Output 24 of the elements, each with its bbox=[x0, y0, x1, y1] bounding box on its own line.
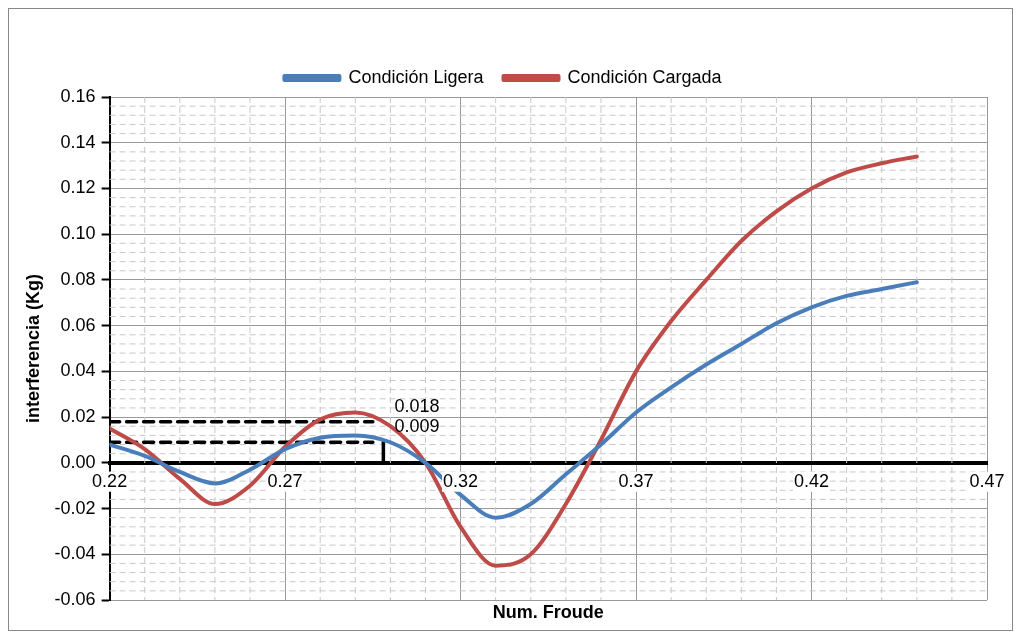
y-tick-label: 0.08 bbox=[60, 268, 96, 289]
y-tick-label: 0.12 bbox=[60, 177, 96, 198]
y-tick-label: 0.00 bbox=[60, 451, 96, 472]
x-axis-title: Num. Froude bbox=[492, 601, 604, 622]
y-tick-label: 0.02 bbox=[60, 406, 96, 427]
y-tick-label: -0.04 bbox=[54, 543, 96, 564]
x-tick-label: 0.37 bbox=[618, 470, 654, 491]
y-tick-label: 0.16 bbox=[60, 85, 96, 106]
annotation: 0.009 bbox=[394, 416, 440, 437]
y-tick-label: -0.02 bbox=[54, 497, 96, 518]
x-tick-label: 0.22 bbox=[92, 470, 128, 491]
legend-label: Condición Ligera bbox=[348, 66, 485, 87]
legend-label: Condición Cargada bbox=[567, 66, 723, 87]
x-tick-label: 0.32 bbox=[443, 470, 479, 491]
x-tick-label: 0.27 bbox=[267, 470, 303, 491]
x-tick-label: 0.42 bbox=[794, 470, 830, 491]
y-tick-label: 0.06 bbox=[60, 314, 96, 335]
y-tick-label: 0.04 bbox=[60, 360, 96, 381]
y-tick-label: 0.14 bbox=[60, 131, 96, 152]
annotation: 0.018 bbox=[394, 395, 440, 416]
y-tick-label: 0.10 bbox=[60, 223, 96, 244]
x-tick-label: 0.47 bbox=[969, 470, 1005, 491]
y-axis-title: interferencia (Kg) bbox=[22, 273, 43, 424]
y-tick-label: -0.06 bbox=[54, 588, 96, 609]
